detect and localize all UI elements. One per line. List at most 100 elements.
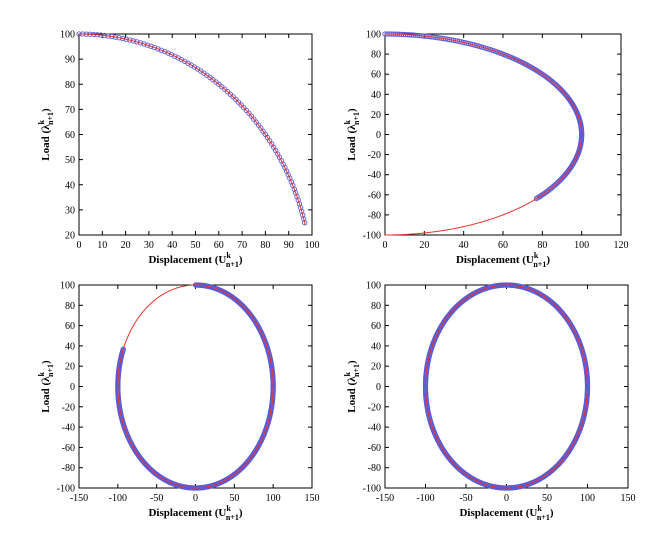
reference-curve-line (117, 284, 274, 489)
data-point (533, 195, 540, 202)
x-tick-label: 0 (383, 240, 388, 251)
x-tick-label: -100 (109, 493, 127, 504)
x-tick-label: 30 (144, 240, 154, 251)
y-tick-label: 20 (65, 231, 75, 242)
y-tick-label: 60 (371, 321, 381, 332)
y-tick-label: 60 (371, 70, 381, 81)
reference-curve-line (385, 33, 583, 236)
y-tick-label: -20 (62, 402, 75, 413)
x-tick-label: 100 (574, 240, 589, 251)
x-tick-label: 80 (537, 240, 547, 251)
x-tick-label: 150 (621, 493, 636, 504)
y-tick-label: 20 (65, 362, 75, 373)
x-tick-label: 40 (167, 240, 177, 251)
plot-frame (384, 284, 629, 489)
data-point (230, 94, 236, 100)
y-tick-label: 20 (371, 362, 381, 373)
y-tick-label: 50 (65, 155, 75, 166)
x-tick-label: 100 (266, 493, 281, 504)
x-tick-label: 60 (214, 240, 224, 251)
x-tick-label: 80 (260, 240, 270, 251)
x-tick-label: 0 (77, 240, 82, 251)
y-tick-label: 0 (70, 382, 75, 393)
y-tick-label: -60 (368, 443, 381, 454)
y-tick-label: -20 (368, 402, 381, 413)
y-tick-label: -80 (368, 463, 381, 474)
x-tick-label: -150 (70, 493, 88, 504)
marker-series (76, 31, 308, 226)
x-tick-label: 50 (542, 493, 552, 504)
y-tick-label: 20 (371, 110, 381, 121)
marker-series (382, 31, 585, 202)
x-tick-label: -100 (416, 493, 434, 504)
y-tick-label: 40 (65, 180, 75, 191)
y-axis-label: Load (λkn+1) (343, 360, 361, 413)
data-point (233, 96, 239, 103)
y-tick-label: 0 (376, 130, 381, 141)
y-tick-label: 40 (371, 90, 381, 101)
x-tick-label: 20 (419, 240, 429, 251)
marker-series (115, 282, 276, 491)
x-tick-label: 0 (504, 493, 509, 504)
data-point (302, 220, 308, 226)
reference-curve-line (78, 33, 306, 225)
y-tick-label: 100 (366, 30, 381, 41)
y-tick-label: 40 (65, 341, 75, 352)
y-tick-label: 100 (366, 281, 381, 292)
x-axis-label: Displacement (Uk n+1) (456, 251, 550, 269)
x-tick-label: 10 (97, 240, 107, 251)
y-tick-label: 80 (65, 301, 75, 312)
x-tick-label: 70 (237, 240, 247, 251)
y-tick-label: 80 (65, 80, 75, 91)
data-point (141, 41, 147, 47)
y-axis-label: Load (λkn+1) (343, 108, 361, 161)
y-tick-label: -80 (368, 210, 381, 221)
x-tick-label: -150 (376, 493, 394, 504)
y-tick-label: 40 (371, 341, 381, 352)
data-point (151, 44, 158, 51)
plot-frame (78, 33, 313, 236)
data-point (127, 37, 133, 43)
x-axis-label: Displacement (Uk n+1) (148, 504, 242, 522)
marker-series (422, 282, 591, 491)
y-tick-label: 60 (65, 130, 75, 141)
x-tick-label: 100 (580, 493, 595, 504)
x-tick-label: 90 (284, 240, 294, 251)
data-point (155, 46, 161, 52)
x-tick-label: -50 (459, 493, 472, 504)
chart-panel-top-left: 0 10 20 30 40 50 60 70 80 90 100 20 30 40 50 60 70 80 90 10… (37, 30, 320, 270)
y-tick-label: 100 (60, 281, 75, 292)
x-tick-label: 60 (498, 240, 508, 251)
chart-panel-bottom-left: -150 -100 -50 0 50 100 150-100-80-60-40-200204… (37, 281, 320, 523)
data-point (148, 43, 154, 49)
x-axis-label: Displacement (Uk n+1) (148, 251, 242, 269)
data-point (235, 99, 242, 105)
y-tick-label: -100 (363, 231, 381, 242)
plot-frame (384, 33, 622, 236)
data-point (134, 39, 140, 45)
data-point (144, 42, 151, 48)
data-point (137, 40, 144, 46)
plot-frame (78, 284, 313, 489)
x-tick-label: 50 (229, 493, 239, 504)
y-tick-label: 90 (65, 55, 75, 66)
y-tick-label: 60 (65, 321, 75, 332)
chart-panel-top-right: 0 20 40 60 80 100 120 -100 -80 -60 -40 -20 0 20 40 60 80… (343, 30, 629, 270)
y-tick-label: 0 (376, 382, 381, 393)
x-tick-label: 150 (305, 493, 320, 504)
y-tick-label: -40 (368, 170, 381, 181)
y-tick-label: -80 (62, 463, 75, 474)
y-axis-label: Load (λkn+1) (37, 108, 55, 161)
y-tick-label: 70 (65, 105, 75, 116)
x-tick-label: 120 (614, 240, 629, 251)
reference-curve-line (425, 284, 588, 489)
y-tick-label: 100 (60, 30, 75, 41)
x-tick-label: 50 (191, 240, 201, 251)
y-tick-label: -100 (363, 484, 381, 495)
y-tick-label: 80 (371, 50, 381, 61)
y-tick-label: -20 (368, 150, 381, 161)
y-tick-label: 80 (371, 301, 381, 312)
y-tick-label: -40 (368, 423, 381, 434)
data-point (130, 38, 137, 44)
